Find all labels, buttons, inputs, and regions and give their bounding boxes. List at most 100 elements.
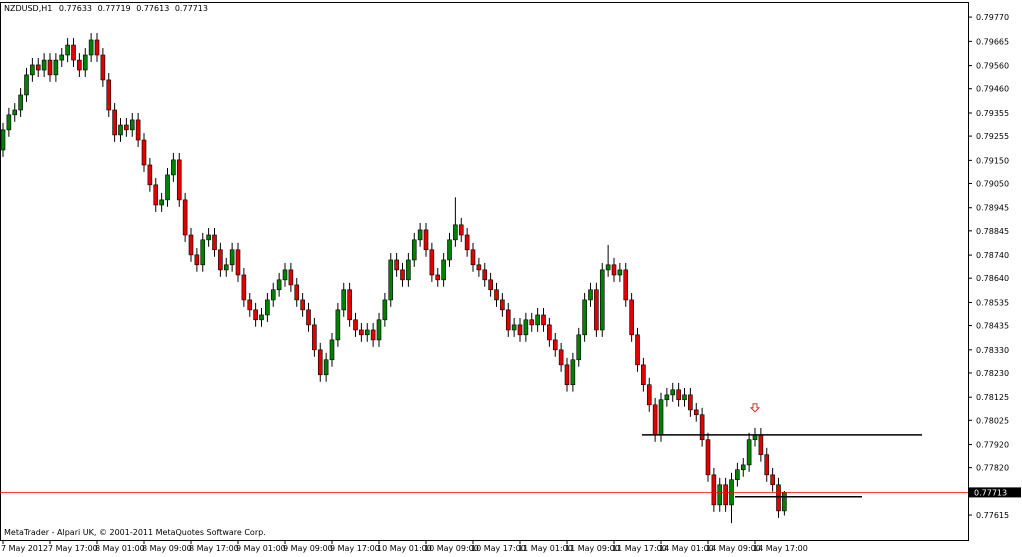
candle-body	[646, 384, 652, 406]
x-tick-label: 10 May 01:00	[377, 544, 432, 553]
candle-body	[494, 289, 499, 301]
candle-body	[329, 339, 335, 361]
y-tick-label: 0.77615	[976, 511, 1009, 520]
x-tick-label: 14 May 17:00	[753, 544, 808, 553]
y-tick-label: 0.78330	[976, 346, 1009, 355]
candle-body	[259, 314, 264, 321]
symbol-header: NZDUSD,H1 0.77633 0.77719 0.77613 0.7771…	[4, 4, 208, 13]
x-tick-label: 11 May 01:00	[518, 544, 573, 553]
y-tick-label: 0.78125	[976, 393, 1009, 402]
candle-body	[523, 319, 529, 336]
candle-body	[18, 94, 23, 111]
y-tick-label: 0.78230	[976, 369, 1009, 378]
candle-body	[723, 484, 728, 506]
candle-body	[30, 64, 35, 76]
symbol: NZDUSD,H1	[4, 4, 52, 13]
y-tick-label: 0.79665	[976, 37, 1009, 46]
candle-body	[599, 269, 605, 331]
candle-body	[353, 319, 358, 331]
candle-body	[312, 324, 317, 351]
y-tick-label: 0.79460	[976, 85, 1009, 94]
candle-body	[112, 109, 117, 136]
candle-body	[88, 39, 94, 56]
candle-body	[124, 124, 129, 131]
candle-body	[276, 279, 282, 291]
candle-body	[482, 269, 488, 281]
x-tick-label: 8 May 09:00	[142, 544, 192, 553]
candle-body	[776, 484, 781, 512]
candle-body	[347, 289, 352, 321]
candle-body	[505, 309, 511, 331]
x-tick-label: 11 May 09:00	[565, 544, 620, 553]
candle-body	[746, 439, 752, 466]
ohlc-close: 0.77713	[175, 4, 208, 13]
candle-body	[635, 334, 640, 366]
candle-body	[441, 259, 446, 281]
candle-body	[470, 249, 476, 266]
candle-body	[35, 64, 41, 71]
candle-body	[582, 299, 587, 336]
candle-body	[688, 394, 693, 411]
candle-body	[447, 239, 452, 261]
candle-body	[400, 269, 405, 281]
candle-body	[652, 404, 658, 436]
y-tick-label: 0.79355	[976, 109, 1009, 118]
candle-body	[529, 319, 535, 326]
candle-body	[705, 439, 711, 476]
candle-body	[594, 289, 599, 331]
candle-body	[617, 269, 623, 276]
candle-body	[511, 324, 517, 331]
candle-body	[388, 259, 394, 301]
candle-body	[641, 364, 646, 386]
candle-body	[770, 474, 775, 486]
candle-body	[735, 469, 740, 480]
candle-body	[370, 329, 376, 341]
candle-body	[159, 199, 164, 206]
candle-body	[676, 389, 681, 401]
candle-body	[693, 409, 699, 416]
candle-body	[182, 199, 188, 236]
candle-body	[605, 264, 611, 271]
candle-body	[558, 349, 564, 366]
candle-body	[364, 329, 370, 336]
y-tick-label: 0.77820	[976, 464, 1009, 473]
candle-body	[488, 279, 493, 291]
y-tick-label: 0.77920	[976, 441, 1009, 450]
candle-body	[223, 264, 229, 271]
y-tick-label: 0.78845	[976, 227, 1009, 236]
ohlc-high: 0.77719	[98, 4, 131, 13]
price-box	[969, 487, 1021, 498]
candle-body	[629, 299, 634, 336]
candle-body	[588, 289, 593, 301]
candle-body	[382, 299, 388, 321]
y-tick-label: 0.79150	[976, 156, 1009, 165]
x-tick-label: 14 May 01:00	[659, 544, 714, 553]
candle-body	[171, 159, 176, 176]
x-tick-label: 9 May 01:00	[236, 544, 286, 553]
candle-body	[758, 434, 764, 456]
candle-body	[658, 399, 664, 436]
candle-body	[165, 174, 170, 201]
candle-body	[129, 119, 135, 131]
candle-body	[535, 314, 540, 326]
x-tick-label: 11 May 17:00	[612, 544, 667, 553]
candle-body	[6, 114, 12, 131]
candle-body	[141, 139, 147, 166]
candle-body	[135, 119, 141, 141]
y-tick-label: 0.78640	[976, 274, 1009, 283]
candle-body	[623, 269, 629, 301]
candle-body	[100, 54, 106, 81]
candle-body	[306, 309, 311, 326]
candle-body	[206, 234, 211, 241]
x-tick-label: 10 May 17:00	[471, 544, 526, 553]
plot-frame	[0, 2, 969, 541]
y-tick-label: 0.78025	[976, 416, 1009, 425]
x-tick-label: 7 May 17:00	[48, 544, 98, 553]
candle-body	[764, 454, 770, 476]
candle-body	[782, 492, 787, 512]
candle-body	[317, 349, 323, 376]
candle-body	[41, 59, 47, 71]
candle-body	[576, 334, 582, 361]
